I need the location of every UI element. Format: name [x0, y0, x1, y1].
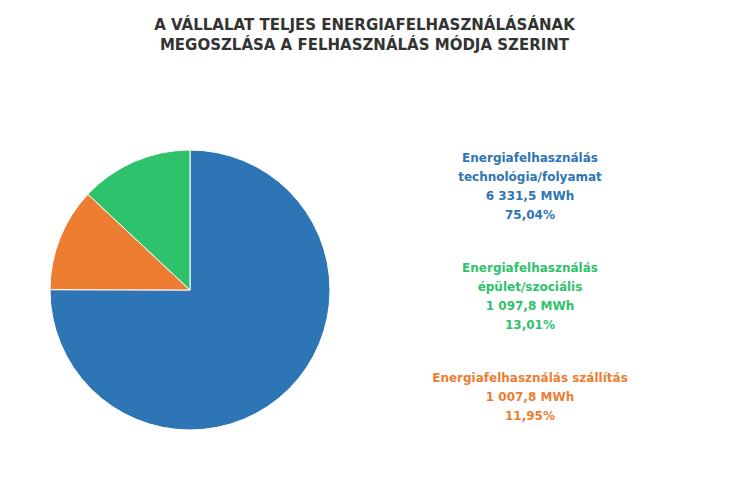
annotation-line: Energiafelhasználás	[462, 151, 598, 165]
annotation-line: épület/szociális	[478, 280, 583, 294]
title: A VÁLLALAT TELJES ENERGIAFELHASZNÁLÁSÁNA…	[154, 15, 576, 54]
chart-container: A VÁLLALAT TELJES ENERGIAFELHASZNÁLÁSÁNA…	[0, 0, 729, 488]
annotation-line: 6 331,5 MWh	[486, 189, 574, 203]
pie-slice	[88, 150, 190, 290]
annotation-line: 1 097,8 MWh	[486, 299, 574, 313]
chart-svg: A VÁLLALAT TELJES ENERGIAFELHASZNÁLÁSÁNA…	[0, 0, 729, 488]
annotation-line: technológia/folyamat	[458, 170, 602, 184]
annotation-line: 11,95%	[505, 409, 555, 423]
pie	[50, 150, 330, 430]
annotation: Energiafelhasználás épület/szociális 1 097…	[462, 261, 598, 332]
annotation-line: 13,01%	[505, 318, 555, 332]
annotation-line: Energiafelhasználás szállítás	[432, 371, 628, 385]
title-line: A VÁLLALAT TELJES ENERGIAFELHASZNÁLÁSÁNA…	[154, 15, 576, 34]
annotation-line: 75,04%	[505, 208, 555, 222]
annotation: Energiafelhasználás technológia/folyamat 6…	[458, 151, 602, 222]
annotation-line: 1 007,8 MWh	[486, 390, 574, 404]
annotation-line: Energiafelhasználás	[462, 261, 598, 275]
annotation: Energiafelhasználás szállítás 1 007,8 MWh…	[432, 371, 628, 423]
pie-slice	[50, 150, 330, 430]
title-line: MEGOSZLÁSA A FELHASZNÁLÁS MÓDJA SZERINT	[160, 35, 570, 54]
